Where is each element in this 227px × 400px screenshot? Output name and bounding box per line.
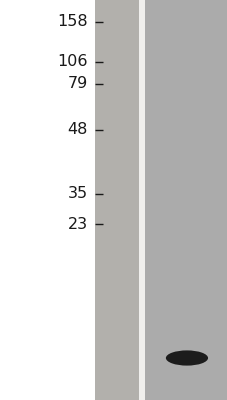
Bar [138,0,144,400]
Text: 106: 106 [57,54,87,70]
Text: 35: 35 [67,186,87,202]
Text: 23: 23 [67,216,87,232]
Text: 158: 158 [57,14,87,30]
Text: 48: 48 [67,122,87,138]
Ellipse shape [165,350,207,366]
Bar [94,0,138,400]
Text: 79: 79 [67,76,87,92]
Bar [144,0,227,400]
